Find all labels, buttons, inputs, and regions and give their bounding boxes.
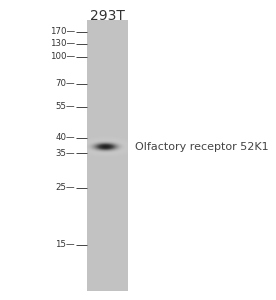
Text: 100—: 100—: [50, 52, 75, 62]
Text: 170—: 170—: [50, 27, 75, 36]
Text: Olfactory receptor 52K1: Olfactory receptor 52K1: [135, 142, 269, 152]
Text: 130—: 130—: [50, 39, 75, 48]
Text: 293T: 293T: [90, 9, 125, 23]
Text: 70—: 70—: [55, 80, 75, 88]
Text: 40—: 40—: [55, 134, 75, 142]
Text: 55—: 55—: [55, 102, 75, 111]
Text: 35—: 35—: [55, 148, 75, 158]
Bar: [87, 20, 128, 291]
Text: 15—: 15—: [55, 240, 75, 249]
Text: 25—: 25—: [55, 183, 75, 192]
